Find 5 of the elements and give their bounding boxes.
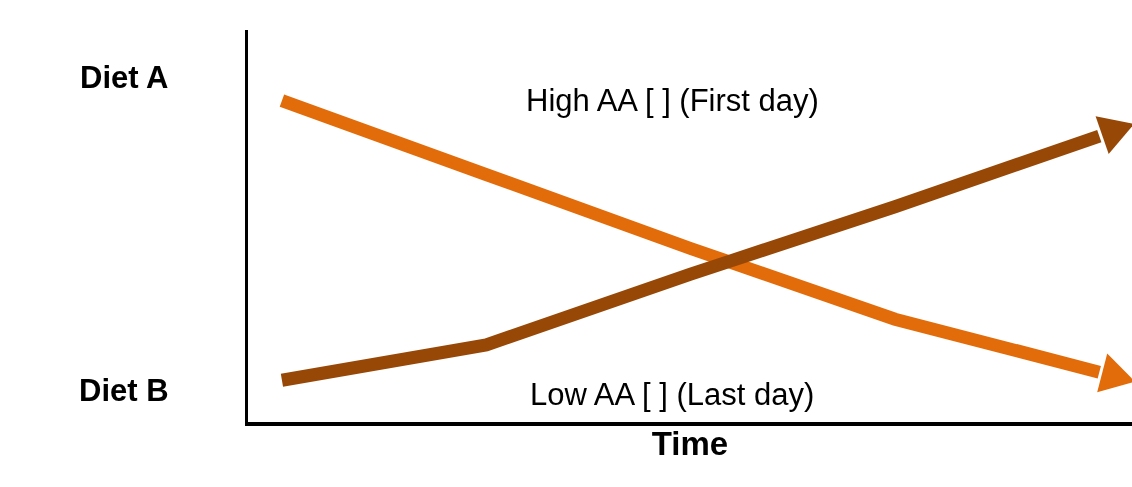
- text: Diet B: [79, 373, 169, 408]
- text: Diet A: [80, 60, 169, 95]
- annotation: High AA [ ] (First day): [526, 83, 819, 118]
- x-axis-title: Time: [651, 425, 729, 463]
- annotation: Low AA [ ] (Last day): [530, 377, 815, 412]
